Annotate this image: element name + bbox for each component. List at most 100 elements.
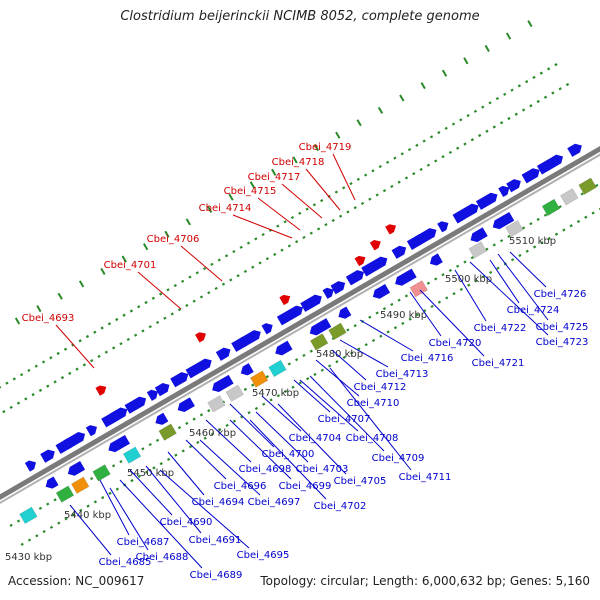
tick-label: 5460 kbp	[189, 428, 236, 439]
label-leader-line	[497, 253, 549, 321]
forward-gene-arrow	[414, 228, 437, 246]
reverse-gene-arrow	[108, 435, 130, 453]
cds-feature-box	[70, 476, 90, 494]
reverse-gene-arrow	[212, 374, 234, 393]
label-leader-line	[261, 395, 302, 432]
forward-gene-arrow	[85, 425, 98, 437]
label-leader-line	[509, 251, 547, 288]
gene-label: Cbei_4709	[372, 453, 425, 464]
label-leader-line	[277, 403, 347, 475]
forward-gene-arrow	[391, 245, 407, 259]
label-leader-line	[205, 419, 252, 463]
label-leader-line	[55, 324, 95, 369]
tick-label: 5450 kbp	[127, 468, 174, 479]
label-leader-line	[489, 259, 520, 304]
rna-gene-label: Cbei_4719	[299, 142, 352, 153]
rna-gene-label: Cbei_4701	[104, 260, 157, 271]
cds-feature-box	[409, 280, 428, 298]
gene-label: Cbei_4695	[237, 550, 290, 561]
label-leader-line	[69, 504, 112, 556]
cds-feature-box	[122, 446, 142, 464]
cds-feature-box	[225, 384, 244, 402]
label-leader-line	[309, 375, 385, 452]
gene-label: Cbei_4698	[239, 464, 292, 475]
gene-label: Cbei_4694	[192, 497, 245, 508]
rna-gene-label: Cbei_4715	[224, 186, 277, 197]
label-leader-line	[119, 479, 203, 569]
forward-gene-arrow	[40, 449, 55, 463]
forward-gene-arrow	[215, 347, 231, 361]
reverse-gene-arrow	[155, 412, 169, 425]
label-leader-line	[332, 153, 356, 201]
label-leader-line	[469, 261, 549, 336]
tick-label: 5490 kbp	[380, 310, 427, 321]
label-leader-line	[329, 367, 412, 471]
cds-feature-box	[158, 423, 177, 441]
label-leader-line	[331, 349, 367, 381]
rna-gene-label: Cbei_4706	[147, 234, 200, 245]
forward-gene-arrow	[506, 179, 521, 193]
rna-gene-label: Cbei_4714	[199, 203, 252, 214]
forward-gene-arrow	[24, 460, 37, 472]
rna-feature-arrow	[279, 294, 291, 306]
gene-label: Cbei_4723	[536, 337, 589, 348]
gene-label: Cbei_4703	[296, 464, 349, 475]
label-leader-line	[199, 439, 261, 496]
label-leader-line	[167, 451, 205, 496]
forward-gene-arrow	[322, 287, 334, 299]
rna-feature-arrow	[95, 385, 107, 396]
reverse-gene-arrow	[240, 363, 254, 376]
map-title: Clostridium beijerinckii NCIMB 8052, com…	[120, 9, 480, 24]
tick-label: 5430 kbp	[5, 552, 52, 563]
label-leader-line	[137, 271, 182, 310]
forward-gene-arrow	[239, 330, 261, 348]
label-leader-line	[185, 439, 227, 480]
gene-label: Cbei_4726	[534, 289, 587, 300]
forward-gene-arrow	[284, 305, 303, 321]
reverse-gene-arrow	[395, 268, 417, 286]
forward-gene-arrow	[109, 407, 128, 423]
tick-label: 5470 kbp	[252, 388, 299, 399]
reverse-gene-arrow	[338, 306, 352, 319]
cds-feature-box	[578, 177, 597, 195]
label-leader-line	[109, 487, 149, 551]
label-leader-line	[145, 465, 202, 534]
label-leader-line	[454, 269, 487, 322]
forward-gene-arrow	[300, 294, 322, 312]
backbone-shadow-line	[0, 153, 600, 505]
rna-gene-label: Cbei_4717	[248, 172, 301, 183]
forward-gene-arrow	[567, 143, 582, 157]
tick-label: 5440 kbp	[64, 510, 111, 521]
reverse-gene-arrow	[372, 284, 391, 299]
forward-gene-arrow	[261, 323, 273, 335]
label-leader-line	[281, 183, 323, 219]
rna-gene-label: Cbei_4693	[22, 313, 75, 324]
cds-feature-box	[19, 506, 38, 525]
gene-label: Cbei_4712	[354, 382, 407, 393]
gene-label: Cbei_4704	[289, 433, 342, 444]
cds-feature-box	[468, 241, 487, 259]
label-leader-line	[180, 245, 223, 282]
cds-feature-box	[55, 485, 75, 503]
forward-gene-arrow	[536, 157, 559, 175]
cds-feature-box	[249, 370, 269, 388]
rna-feature-arrow	[195, 332, 206, 343]
gene-label: Cbei_4690	[160, 517, 213, 528]
cds-feature-box	[207, 395, 226, 413]
gene-label: Cbei_4725	[536, 322, 589, 333]
gene-label: Cbei_4722	[474, 323, 527, 334]
gene-label: Cbei_4689	[190, 570, 243, 581]
outer-track-dots	[14, 20, 533, 325]
gene-label: Cbei_4716	[401, 353, 454, 364]
forward-gene-arrow	[361, 259, 383, 277]
reverse-gene-arrow	[177, 397, 195, 412]
track-dots	[2, 82, 570, 414]
rna-feature-arrow	[369, 240, 381, 251]
reverse-gene-arrow	[492, 211, 515, 230]
cds-feature-box	[560, 188, 579, 206]
gene-label: Cbei_4697	[248, 497, 301, 508]
reverse-gene-arrow	[67, 461, 86, 476]
forward-gene-arrow	[200, 358, 212, 370]
gene-label: Cbei_4696	[214, 481, 267, 492]
label-leader-line	[305, 168, 341, 211]
